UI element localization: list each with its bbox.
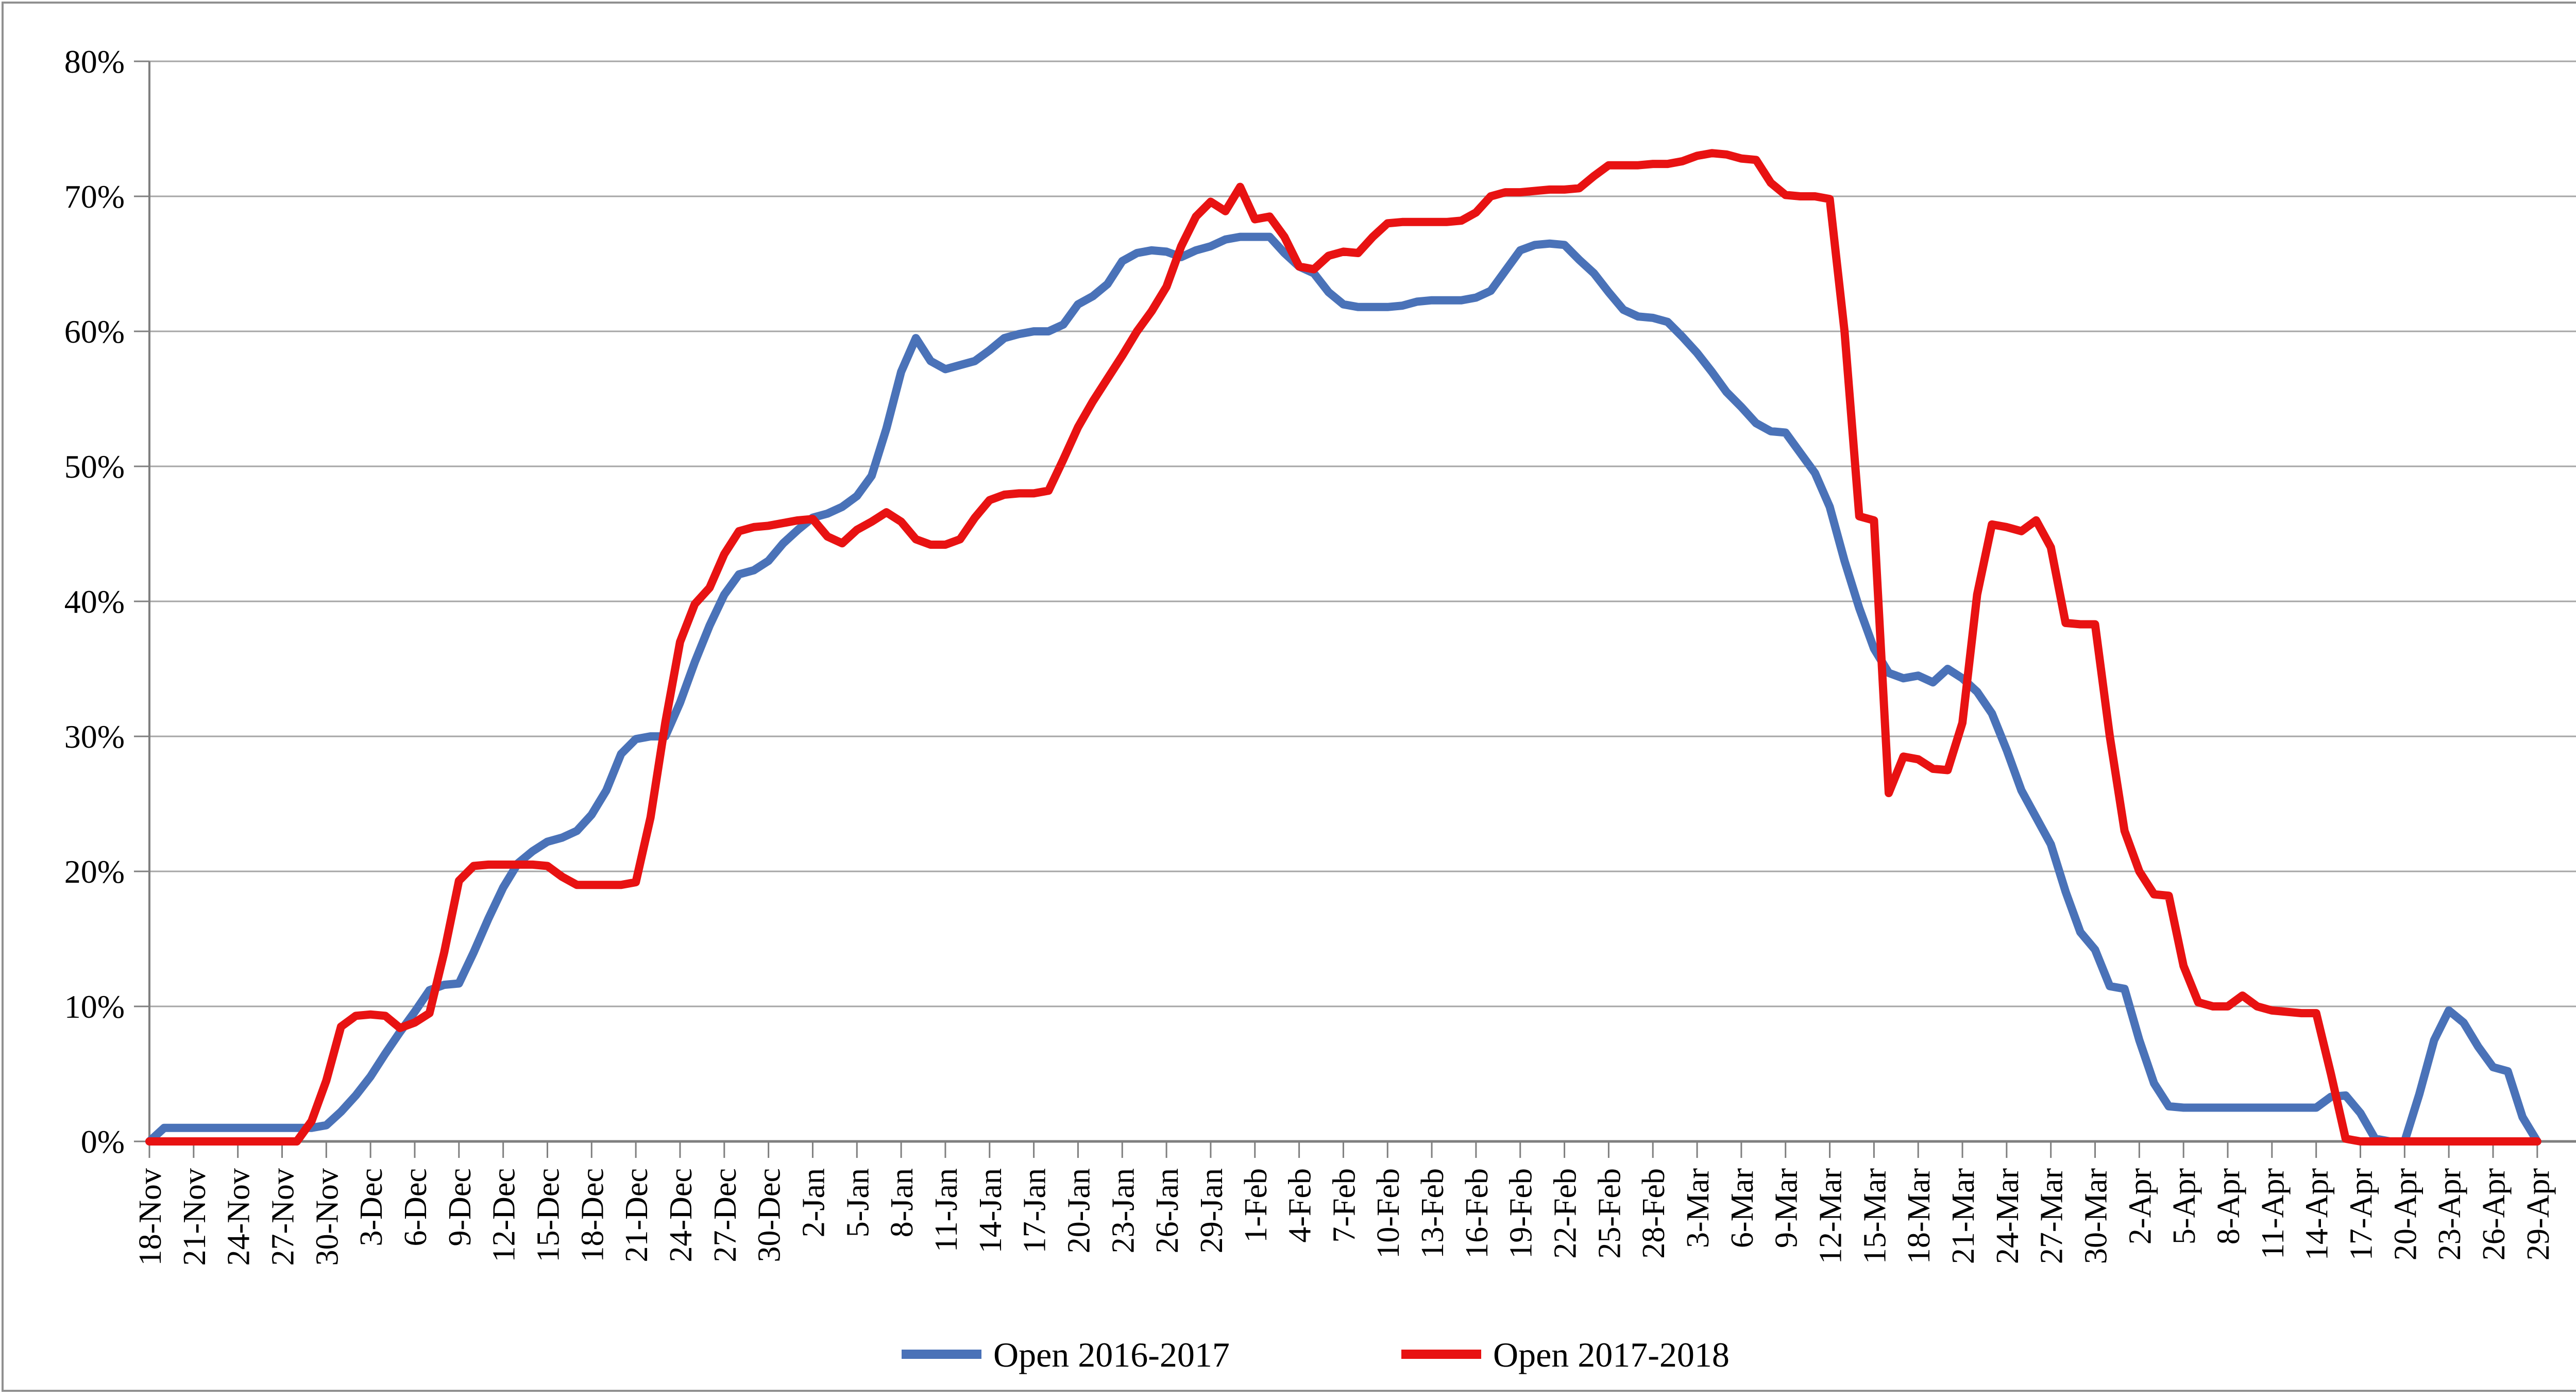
- y-axis-tick-labels: 0% 10% 20% 30% 40% 50% 60% 70% 80%: [64, 43, 125, 1160]
- x-tick-label-12-Dec: 12-Dec: [487, 1168, 522, 1262]
- x-tick-label-18-Nov: 18-Nov: [133, 1168, 168, 1266]
- x-tick-label-23-Jan: 23-Jan: [1106, 1168, 1141, 1253]
- x-axis-tick-labels: 18-Nov 21-Nov 24-Nov 27-Nov 30-Nov 3-Dec 6-Dec…: [133, 1168, 2556, 1266]
- y-tick-label-20%: 20%: [64, 853, 125, 890]
- x-tick-label-27-Dec: 27-Dec: [708, 1168, 743, 1262]
- x-tick-label-21-Nov: 21-Nov: [177, 1168, 212, 1266]
- x-tick-label-27-Mar: 27-Mar: [2035, 1168, 2070, 1264]
- x-tick-label-7-Feb: 7-Feb: [1327, 1168, 1362, 1243]
- x-tick-label-15-Mar: 15-Mar: [1857, 1168, 1892, 1264]
- y-tick-label-0%: 0%: [81, 1123, 125, 1160]
- x-tick-label-12-Mar: 12-Mar: [1814, 1168, 1849, 1264]
- x-tick-label-19-Feb: 19-Feb: [1504, 1168, 1539, 1259]
- x-tick-label-14-Apr: 14-Apr: [2300, 1168, 2335, 1260]
- x-tick-label-21-Dec: 21-Dec: [619, 1168, 654, 1262]
- x-tick-label-11-Apr: 11-Apr: [2256, 1168, 2291, 1259]
- x-tick-label-6-Mar: 6-Mar: [1725, 1168, 1760, 1248]
- x-tick-label-20-Apr: 20-Apr: [2388, 1168, 2423, 1260]
- x-tick-label-17-Apr: 17-Apr: [2344, 1168, 2379, 1260]
- legend: Open 2016-2017 Open 2017-2018: [902, 1335, 1730, 1374]
- y-tick-label-40%: 40%: [64, 583, 125, 620]
- x-tick-label-9-Dec: 9-Dec: [443, 1168, 478, 1246]
- legend-label-open-2016-2017: Open 2016-2017: [993, 1335, 1230, 1374]
- x-tick-label-8-Jan: 8-Jan: [885, 1168, 920, 1237]
- x-tick-label-6-Dec: 6-Dec: [398, 1168, 433, 1246]
- x-tick-label-11-Jan: 11-Jan: [929, 1168, 964, 1252]
- x-tick-label-9-Mar: 9-Mar: [1769, 1168, 1804, 1248]
- x-tick-label-24-Dec: 24-Dec: [664, 1168, 699, 1262]
- x-tick-label-10-Feb: 10-Feb: [1371, 1168, 1406, 1259]
- x-tick-label-8-Apr: 8-Apr: [2211, 1168, 2246, 1244]
- x-tick-label-15-Dec: 15-Dec: [531, 1168, 566, 1262]
- y-tick-label-30%: 30%: [64, 718, 125, 755]
- x-tick-label-21-Mar: 21-Mar: [1946, 1168, 1981, 1264]
- x-tick-label-5-Jan: 5-Jan: [840, 1168, 875, 1237]
- series-line-open-2016-2017: [145, 232, 2541, 1146]
- x-tick-label-5-Apr: 5-Apr: [2167, 1168, 2202, 1244]
- y-tick-label-60%: 60%: [64, 313, 125, 350]
- x-tick-label-2-Apr: 2-Apr: [2123, 1168, 2158, 1244]
- x-tick-label-25-Feb: 25-Feb: [1592, 1168, 1627, 1259]
- x-tick-label-30-Dec: 30-Dec: [752, 1168, 787, 1262]
- x-tick-label-13-Feb: 13-Feb: [1415, 1168, 1450, 1259]
- x-tick-label-3-Mar: 3-Mar: [1681, 1168, 1716, 1248]
- x-tick-label-23-Apr: 23-Apr: [2432, 1168, 2467, 1260]
- x-tick-label-22-Feb: 22-Feb: [1548, 1168, 1583, 1259]
- x-tick-label-30-Mar: 30-Mar: [2079, 1168, 2114, 1264]
- series-line-open-2017-2018: [145, 149, 2541, 1146]
- x-tick-label-18-Dec: 18-Dec: [575, 1168, 610, 1262]
- x-tick-label-2-Jan: 2-Jan: [796, 1168, 831, 1237]
- x-tick-label-26-Apr: 26-Apr: [2477, 1168, 2512, 1260]
- x-tick-label-29-Jan: 29-Jan: [1194, 1168, 1229, 1253]
- x-tick-label-28-Feb: 28-Feb: [1636, 1168, 1671, 1259]
- y-tick-label-10%: 10%: [64, 988, 125, 1025]
- y-tick-label-80%: 80%: [64, 43, 125, 80]
- series-lines: [145, 149, 2541, 1146]
- x-tick-label-16-Feb: 16-Feb: [1460, 1168, 1495, 1259]
- x-tick-label-24-Nov: 24-Nov: [222, 1168, 257, 1266]
- x-tick-label-18-Mar: 18-Mar: [1902, 1168, 1937, 1264]
- axis-tick-marks: [134, 60, 2538, 1158]
- x-tick-label-29-Apr: 29-Apr: [2521, 1168, 2556, 1260]
- y-tick-label-50%: 50%: [64, 448, 125, 485]
- x-tick-label-20-Jan: 20-Jan: [1061, 1168, 1096, 1253]
- x-tick-label-27-Nov: 27-Nov: [265, 1168, 300, 1266]
- x-tick-label-17-Jan: 17-Jan: [1018, 1168, 1053, 1253]
- x-tick-label-26-Jan: 26-Jan: [1150, 1168, 1185, 1253]
- x-tick-label-3-Dec: 3-Dec: [354, 1168, 389, 1246]
- x-tick-label-1-Feb: 1-Feb: [1239, 1168, 1274, 1243]
- legend-label-open-2017-2018: Open 2017-2018: [1493, 1335, 1730, 1374]
- y-tick-label-70%: 70%: [64, 178, 125, 215]
- x-tick-label-24-Mar: 24-Mar: [1990, 1168, 2025, 1264]
- x-tick-label-4-Feb: 4-Feb: [1283, 1168, 1318, 1243]
- x-tick-label-14-Jan: 14-Jan: [973, 1168, 1008, 1253]
- x-tick-label-30-Nov: 30-Nov: [310, 1168, 345, 1266]
